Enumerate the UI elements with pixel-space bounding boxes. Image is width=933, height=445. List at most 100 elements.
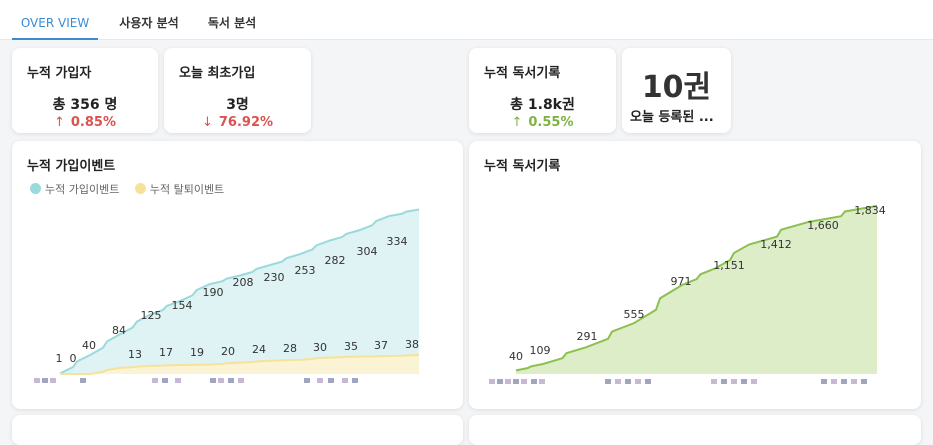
chart-card-reading-records: 누적 독서기록 40 109 291 555 971 1,151 1,412 1,660 1,8… <box>469 141 921 409</box>
x-tick-label <box>513 379 519 384</box>
chart-title: 누적 독서기록 <box>484 159 561 174</box>
x-tick-label <box>731 379 737 384</box>
x-tick-label <box>625 379 631 384</box>
data-label-leave: 37 <box>374 339 388 352</box>
data-label-join: 84 <box>112 324 126 337</box>
data-label-reading: 971 <box>671 275 692 288</box>
stat-value: 3명 <box>226 97 249 113</box>
x-tick-label <box>152 378 158 383</box>
join-area <box>60 209 419 374</box>
x-tick-label <box>741 379 747 384</box>
stat-card-total-reading: 누적 독서기록 총 1.8k권 ↑ 0.55% <box>469 48 616 133</box>
arrow-up-icon: ↑ <box>511 115 523 130</box>
x-tick-label <box>721 379 727 384</box>
data-label-leave: 17 <box>159 346 173 359</box>
stat-title: 누적 가입자 <box>27 66 92 81</box>
today-books-value: 10권 <box>641 70 712 105</box>
stat-delta-value: 0.55% <box>528 115 574 130</box>
stat-delta: ↓ 76.92% <box>164 115 311 130</box>
join-line <box>59 208 420 375</box>
data-label-join: 230 <box>264 271 285 284</box>
x-tick-label <box>34 378 40 383</box>
x-tick-label <box>831 379 837 384</box>
stat-delta: ↑ 0.85% <box>12 115 158 130</box>
data-label-reading: 291 <box>577 330 598 343</box>
data-label-join: 334 <box>387 235 408 248</box>
data-label-leave: 13 <box>128 348 142 361</box>
x-tick-label <box>238 378 244 383</box>
stat-title: 오늘 최초가입 <box>179 66 256 81</box>
reading-line <box>515 204 878 372</box>
legend-label: 누적 탈퇴이벤트 <box>149 183 225 196</box>
tab-overview[interactable]: OVER VIEW <box>12 0 98 40</box>
data-label-leave: 0 <box>70 352 77 365</box>
x-tick-label <box>80 378 86 383</box>
x-tick-label <box>531 379 537 384</box>
stat-delta: ↑ 0.55% <box>469 115 616 130</box>
x-tick-label <box>175 378 181 383</box>
x-tick-label <box>605 379 611 384</box>
stat-card-today-books: 10권 오늘 등록된 ... <box>622 48 731 133</box>
x-tick-label <box>210 378 216 383</box>
x-tick-label <box>304 378 310 383</box>
x-tick-label <box>521 379 527 384</box>
data-label-reading: 1,834 <box>854 204 886 217</box>
x-tick-label <box>539 379 545 384</box>
chart-legend: 누적 가입이벤트 누적 탈퇴이벤트 <box>30 181 236 197</box>
legend-label: 누적 가입이벤트 <box>45 183 120 196</box>
x-tick-label <box>489 379 495 384</box>
data-label-reading: 555 <box>624 308 645 321</box>
leave-area <box>60 355 419 374</box>
data-label-reading: 1,412 <box>760 238 792 251</box>
x-tick-label <box>635 379 641 384</box>
x-tick-label <box>228 378 234 383</box>
data-label-join: 208 <box>233 276 254 289</box>
x-tick-label <box>821 379 827 384</box>
stat-value: 총 1.8k권 <box>510 97 575 113</box>
x-tick-label <box>317 378 323 383</box>
card-partial-right <box>469 415 921 445</box>
x-tick-label <box>861 379 867 384</box>
data-label-leave: 30 <box>313 341 327 354</box>
today-books-label: 오늘 등록된 ... <box>630 110 714 125</box>
reading-area <box>516 205 877 374</box>
legend-item-leave[interactable]: 누적 탈퇴이벤트 <box>134 181 225 197</box>
data-label-join: 190 <box>203 286 224 299</box>
x-tick-label <box>50 378 56 383</box>
data-label-join: 253 <box>295 264 316 277</box>
tab-bar: OVER VIEW 사용자 분석 독서 분석 <box>0 0 933 40</box>
data-label-join: 125 <box>141 309 162 322</box>
leave-line <box>60 354 420 375</box>
stat-delta-value: 76.92% <box>218 115 274 130</box>
x-tick-label <box>342 378 348 383</box>
x-tick-label <box>711 379 717 384</box>
card-partial-left <box>12 415 463 445</box>
data-label-reading: 109 <box>530 344 551 357</box>
x-tick-label <box>42 378 48 383</box>
stat-card-today-first-join: 오늘 최초가입 3명 ↓ 76.92% <box>164 48 311 133</box>
legend-dot-icon <box>134 183 146 194</box>
data-label-reading: 1,151 <box>713 259 745 272</box>
x-tick-label <box>162 378 168 383</box>
data-label-leave: 20 <box>221 345 235 358</box>
x-tick-label <box>218 378 224 383</box>
legend-item-join[interactable]: 누적 가입이벤트 <box>30 181 119 197</box>
tab-user-analysis[interactable]: 사용자 분석 <box>119 16 179 30</box>
x-tick-label <box>645 379 651 384</box>
x-tick-label <box>328 378 334 383</box>
join-events-chart: 1 40 84 125 154 190 208 230 253 282 304 334 0 13 17 19 2… <box>34 208 420 383</box>
stat-delta-value: 0.85% <box>70 115 116 130</box>
chart-card-join-events: 누적 가입이벤트 누적 가입이벤트 누적 탈퇴이벤트 1 40 84 125 154 19… <box>12 141 463 409</box>
data-label-reading: 40 <box>509 350 523 363</box>
data-label-leave: 28 <box>283 342 297 355</box>
x-tick-label <box>352 378 358 383</box>
arrow-up-icon: ↑ <box>53 115 65 130</box>
data-label-join: 282 <box>325 254 346 267</box>
x-tick-label <box>751 379 757 384</box>
data-label-leave: 38 <box>405 338 419 351</box>
stat-title: 누적 독서기록 <box>484 66 561 81</box>
stat-card-total-members: 누적 가입자 총 356 명 ↑ 0.85% <box>12 48 158 133</box>
arrow-down-icon: ↓ <box>201 115 213 130</box>
tab-reading-analysis[interactable]: 독서 분석 <box>207 16 257 30</box>
x-tick-label <box>505 379 511 384</box>
